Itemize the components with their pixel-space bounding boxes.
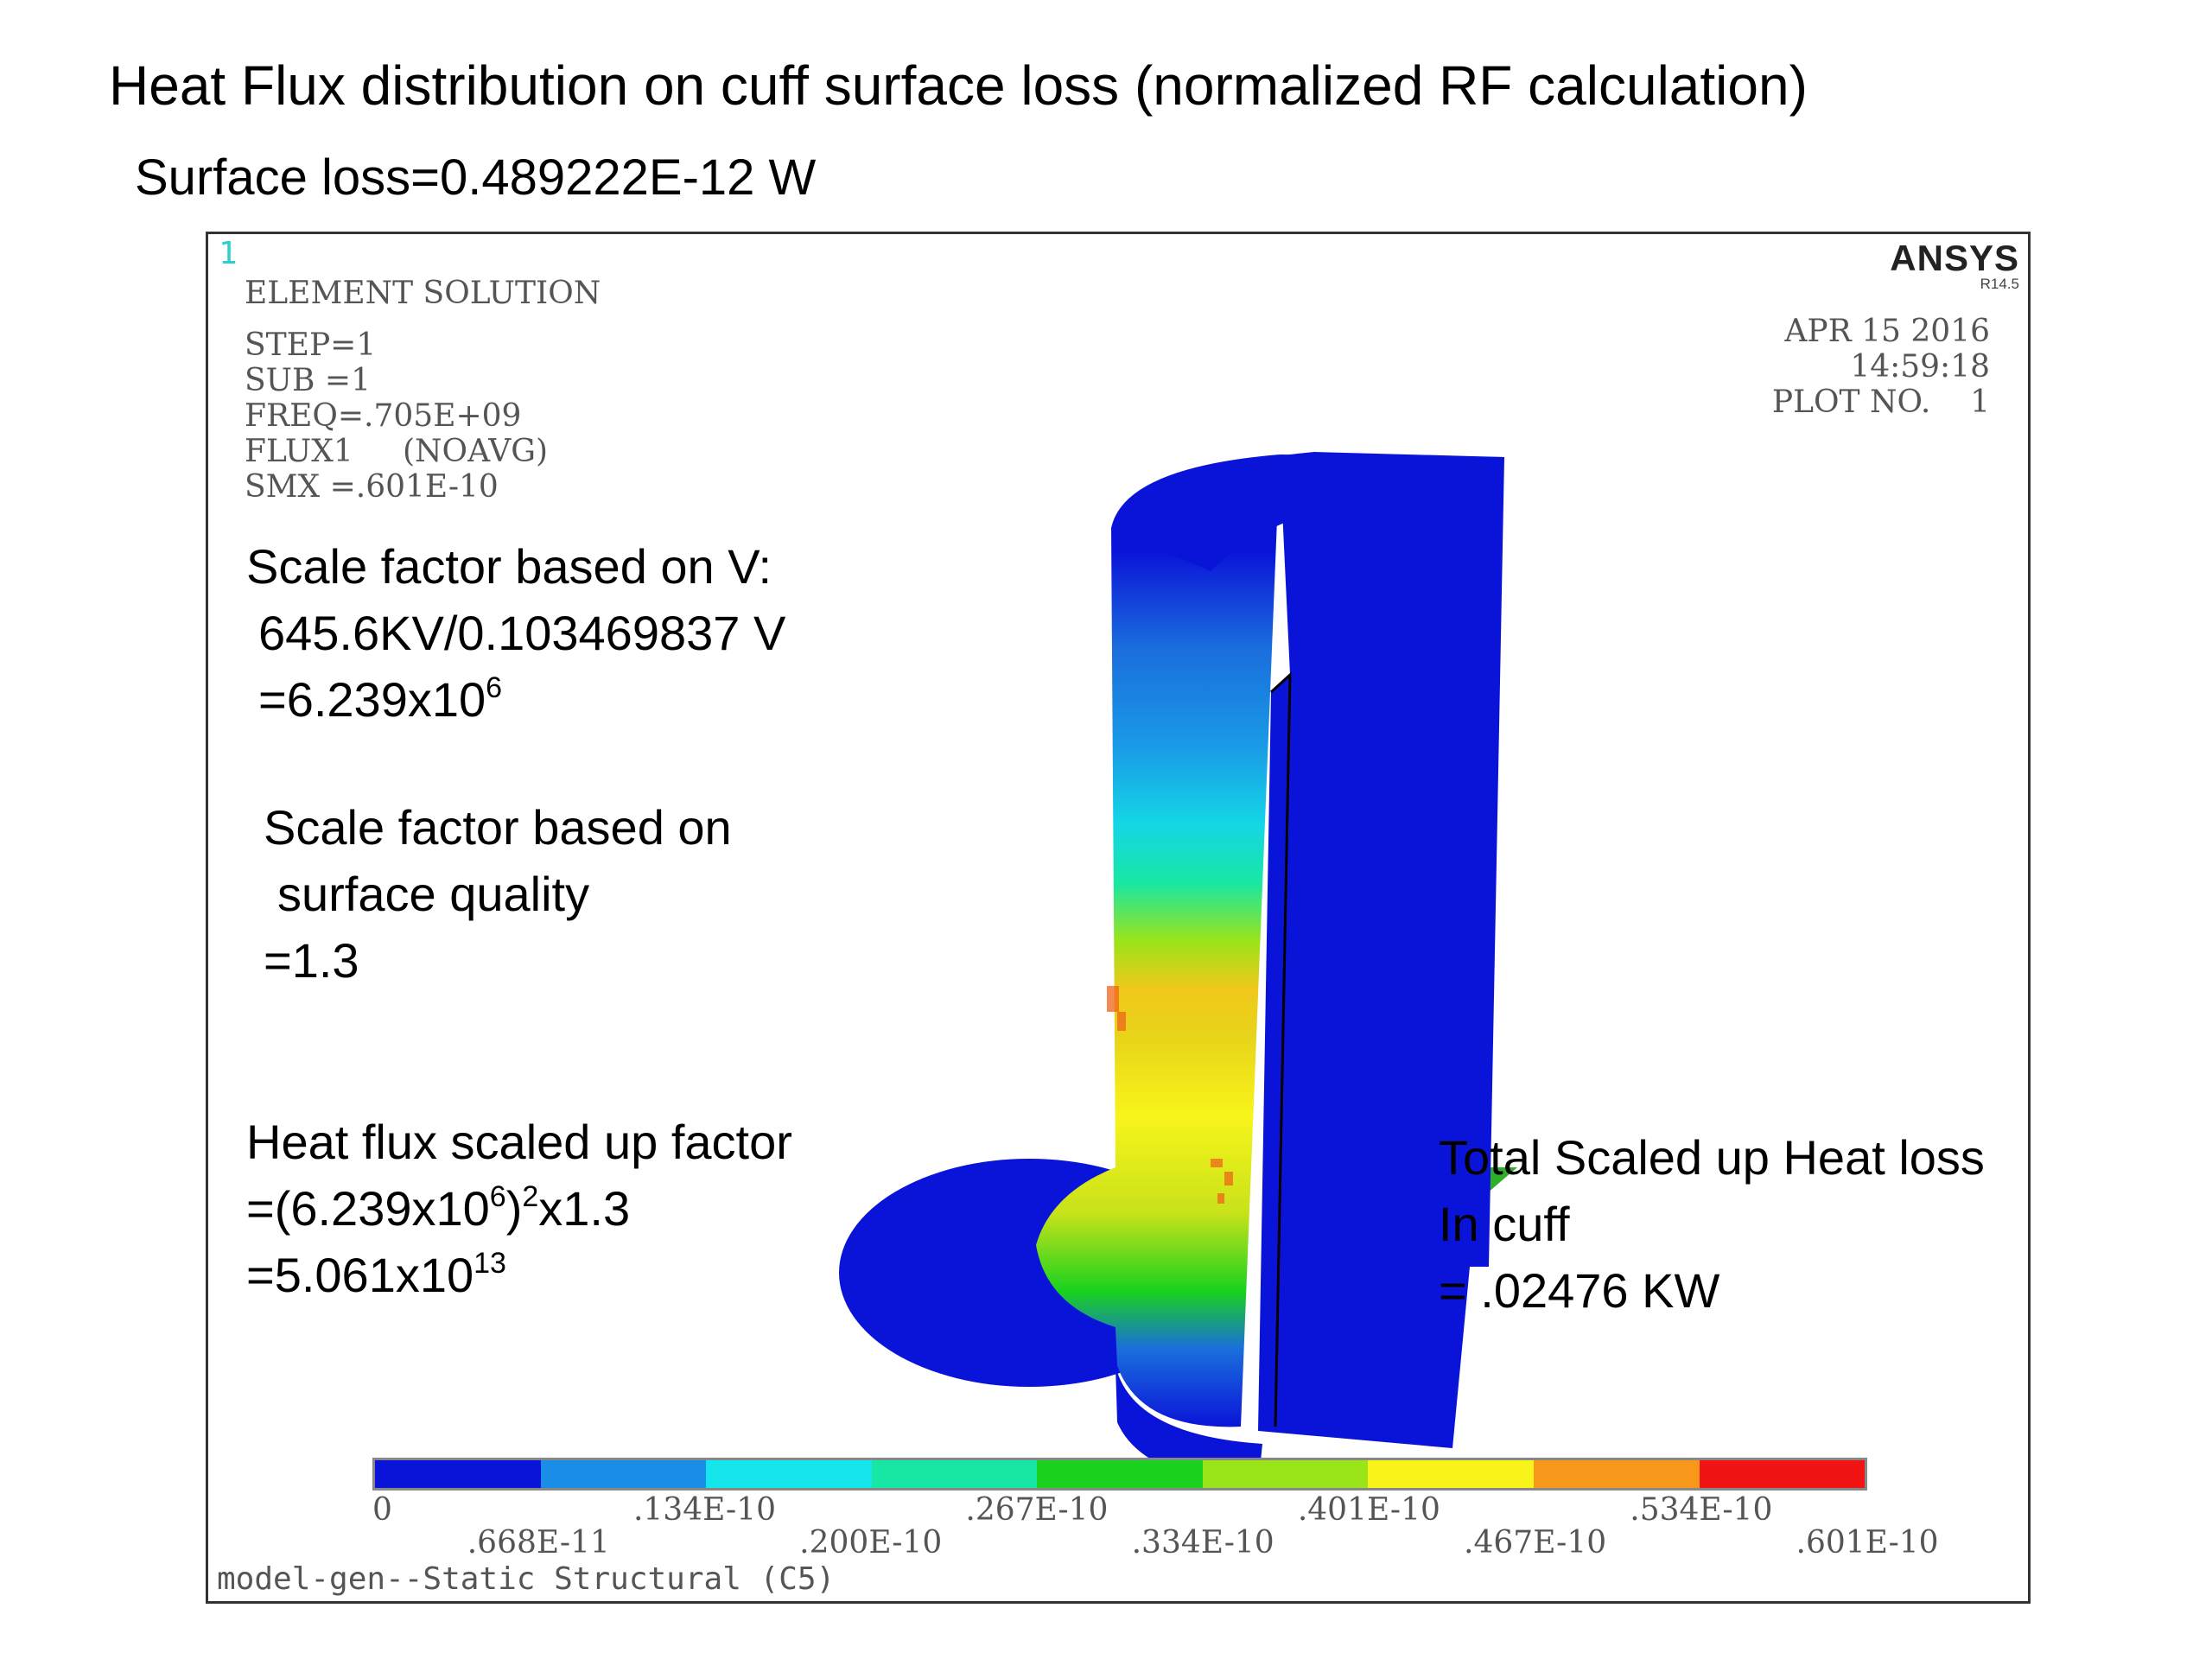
heat-flux-paren: ) [505, 1181, 523, 1236]
hotspots [1107, 986, 1233, 1204]
plot-time: 14:59:18 [1850, 349, 1990, 385]
step-line: STEP=1 [245, 327, 377, 363]
legend-color-1 [540, 1460, 707, 1488]
scale-v-base: =6.239x10 [258, 672, 486, 727]
heat-flux-multiplier: x1.3 [538, 1181, 631, 1236]
legend-tick-label: .334E-10 [1131, 1525, 1274, 1560]
heat-flux-result-base: =5.061x10 [246, 1248, 474, 1302]
heat-flux-factor-annotation: Heat flux scaled up factor =(6.239x106)2… [246, 1109, 792, 1308]
total-line3: = .02476 KW [1439, 1263, 1720, 1318]
ansys-logo-text: ANSYS [1890, 238, 2019, 278]
legend-tick-label: .401E-10 [1297, 1492, 1440, 1528]
legend-tick-label: .267E-10 [965, 1492, 1109, 1528]
contour-legend-bar [372, 1458, 1867, 1491]
surface-loss-text: Surface loss=0.489222E-12 W [135, 149, 817, 206]
legend-tick-label: .467E-10 [1464, 1525, 1607, 1560]
legend-color-6 [1368, 1460, 1534, 1488]
legend-color-7 [1533, 1460, 1700, 1488]
ansys-version: R14.5 [1980, 276, 2019, 292]
scale-q-line2: surface quality [277, 867, 590, 921]
heat-flux-result-exp: 13 [474, 1247, 506, 1280]
scale-v-line3: =6.239x106 [246, 666, 785, 733]
total-line1: Total Scaled up Heat loss [1439, 1130, 1985, 1185]
substep-line: SUB =1 [245, 363, 371, 398]
legend-tick-label: .534E-10 [1630, 1492, 1773, 1528]
legend-color-0 [375, 1460, 541, 1488]
plot-number: PLOT NO. 1 [1771, 385, 1990, 420]
legend-tick-label: .200E-10 [799, 1525, 943, 1560]
legend-tick-label: .134E-10 [632, 1492, 777, 1528]
plot-date-block: APR 15 2016 14:59:18 PLOT NO. 1 [1772, 314, 1990, 420]
scale-factor-voltage-annotation: Scale factor based on V: 645.6KV/0.10346… [246, 533, 785, 733]
legend-color-2 [706, 1460, 872, 1488]
legend-color-5 [1202, 1460, 1369, 1488]
cuff-heat-flux-model [839, 452, 1517, 1487]
total-heat-loss-annotation: Total Scaled up Heat loss In cuff = .024… [1439, 1124, 1985, 1324]
solution-title: ELEMENT SOLUTION [245, 276, 601, 311]
legend-color-4 [1037, 1460, 1203, 1488]
cuff-outer-surface [1036, 454, 1280, 1427]
heat-flux-exp1: 6 [489, 1180, 506, 1213]
scale-factor-quality-annotation: Scale factor based on surface quality =1… [264, 794, 732, 994]
model-caption: model-gen--Static Structural (C5) [217, 1561, 836, 1597]
smx-line: SMX =.601E-10 [245, 469, 499, 505]
legend-tick-label: 0 [372, 1492, 392, 1528]
scale-v-line1: Scale factor based on V: [246, 539, 772, 594]
scale-q-line1: Scale factor based on [264, 800, 732, 855]
legend-tick-label: .601E-10 [1796, 1525, 1939, 1560]
flux-line: FLUX1 (NOAVG) [245, 434, 549, 469]
window-number: 1 [219, 236, 238, 271]
legend-tick-label: .668E-11 [467, 1525, 610, 1560]
heat-flux-line1: Heat flux scaled up factor [246, 1115, 792, 1169]
ansys-plot-window: 1 ANSYS R14.5 ELEMENT SOLUTION STEP=1 SU… [206, 232, 2031, 1604]
heat-flux-line2: =(6.239x106)2x1.3 [246, 1175, 792, 1242]
ansys-logo: ANSYS R14.5 [1890, 238, 2019, 293]
scale-q-line3: =1.3 [264, 933, 359, 988]
solution-info: STEP=1 SUB =1 FREQ=.705E+09 FLUX1 (NOAVG… [245, 327, 548, 505]
scale-v-line2: 645.6KV/0.103469837 V [258, 606, 786, 660]
heat-flux-exp2: 2 [522, 1180, 539, 1213]
frequency-line: FREQ=.705E+09 [245, 398, 522, 434]
plot-date: APR 15 2016 [1784, 314, 1990, 349]
legend-color-8 [1699, 1460, 1866, 1488]
cuff-lower-cylinder [1116, 1366, 1262, 1487]
cuff-cut-edge [1258, 454, 1504, 1448]
heat-flux-base: =(6.239x10 [246, 1181, 490, 1236]
slide-title: Heat Flux distribution on cuff surface l… [109, 54, 1808, 117]
total-line2: In cuff [1439, 1197, 1570, 1251]
scale-v-exponent: 6 [486, 671, 503, 704]
legend-color-3 [871, 1460, 1038, 1488]
heat-flux-line3: =5.061x1013 [246, 1242, 792, 1308]
